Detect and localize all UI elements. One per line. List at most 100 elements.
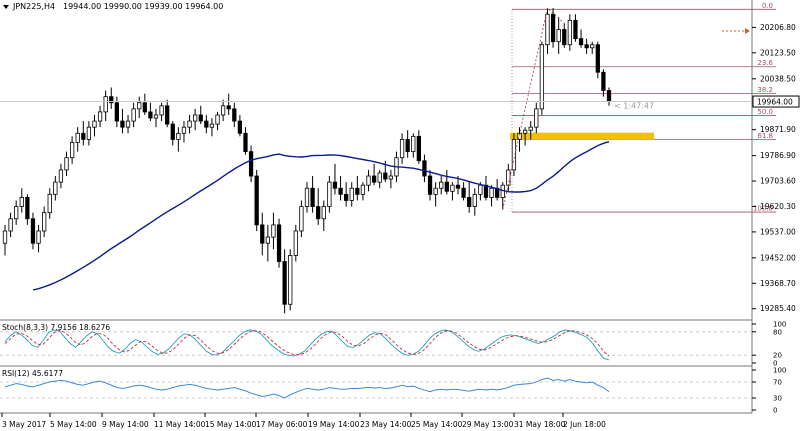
candle-body bbox=[411, 135, 416, 153]
candle-body bbox=[461, 187, 466, 198]
candle-body bbox=[321, 206, 326, 220]
candle-body bbox=[383, 172, 388, 180]
candle bbox=[81, 121, 86, 146]
candle bbox=[461, 182, 466, 201]
candle-body bbox=[517, 132, 522, 140]
current-price-tag: 19964.00 bbox=[752, 95, 800, 108]
candle-body bbox=[439, 181, 444, 189]
price-tag-box bbox=[752, 95, 800, 108]
time-tick-label: 11 May 14:00 bbox=[154, 420, 206, 429]
time-tick-label: 25 May 14:00 bbox=[411, 420, 463, 429]
candle-body bbox=[8, 218, 13, 232]
candle bbox=[53, 176, 58, 201]
candle-body bbox=[282, 261, 287, 305]
candle-body bbox=[14, 206, 19, 220]
candle bbox=[220, 99, 226, 122]
candle-body bbox=[248, 151, 254, 177]
candle-body bbox=[187, 120, 192, 128]
candle-body bbox=[556, 29, 561, 43]
candle bbox=[416, 130, 421, 164]
price-tick-label: 19285.40 bbox=[760, 304, 796, 313]
candle bbox=[209, 118, 215, 137]
candle bbox=[19, 188, 24, 213]
candle bbox=[584, 38, 589, 54]
candle-body bbox=[416, 135, 421, 162]
candle-body bbox=[131, 108, 136, 122]
candle-body bbox=[86, 126, 92, 140]
projection-arrow bbox=[722, 28, 750, 34]
price-axis[interactable]: 20206.80 20123.50 20038.50 19871.90 19786.90… bbox=[752, 23, 796, 313]
candle-body bbox=[176, 132, 181, 140]
arrow-right-icon bbox=[745, 28, 750, 34]
candle-body bbox=[550, 13, 556, 43]
candle bbox=[120, 108, 125, 134]
price-tag-value: 19964.00 bbox=[757, 97, 793, 106]
candle-body bbox=[58, 169, 64, 183]
candle-body bbox=[103, 96, 108, 113]
candle bbox=[439, 176, 444, 195]
stoch-label: Stoch(8,3,3) 7.9156 18.6276 bbox=[2, 323, 110, 332]
candle-body bbox=[344, 193, 349, 201]
candle-body bbox=[226, 105, 231, 110]
candle-body bbox=[2, 230, 8, 244]
candle bbox=[215, 111, 220, 131]
candle bbox=[198, 105, 203, 125]
fib-level-label: 61.8 bbox=[757, 132, 773, 140]
candle bbox=[293, 224, 298, 262]
candle-body bbox=[288, 255, 293, 305]
candle bbox=[232, 102, 237, 128]
candle bbox=[36, 224, 41, 253]
candle bbox=[388, 169, 394, 189]
candle bbox=[578, 29, 584, 48]
candle-body bbox=[483, 184, 489, 198]
time-tick-label: 15 May 14:00 bbox=[205, 420, 257, 429]
time-axis[interactable]: 3 May 2017 5 May 14:00 9 May 14:00 11 May 1… bbox=[1, 413, 606, 429]
candle-body bbox=[204, 120, 209, 128]
candle bbox=[444, 169, 449, 195]
candle bbox=[271, 212, 276, 250]
candle-body bbox=[377, 172, 382, 183]
candle bbox=[187, 114, 192, 134]
candle-body bbox=[360, 184, 366, 195]
candle bbox=[332, 163, 338, 195]
candle-body bbox=[427, 175, 433, 195]
time-tick-label: 19 May 14:00 bbox=[308, 420, 360, 429]
candle-body bbox=[310, 187, 315, 207]
candle-body bbox=[573, 19, 578, 40]
candle-body bbox=[545, 13, 550, 46]
candle bbox=[159, 102, 164, 122]
candle-body bbox=[92, 120, 97, 128]
candle bbox=[2, 224, 8, 256]
candle bbox=[534, 102, 539, 134]
candle-body bbox=[220, 105, 226, 116]
price-tick-label: 19871.90 bbox=[760, 125, 796, 134]
candles-layer bbox=[2, 8, 612, 314]
candle-body bbox=[355, 187, 360, 195]
price-tick-label: 19368.70 bbox=[760, 279, 796, 288]
candle bbox=[226, 93, 231, 115]
candle bbox=[467, 182, 472, 213]
candle bbox=[349, 182, 354, 207]
candle bbox=[248, 145, 254, 183]
ohlc-label: 19944.00 19990.00 19939.00 19964.00 bbox=[63, 2, 223, 11]
time-tick-label: 5 May 14:00 bbox=[50, 420, 97, 429]
candle-body bbox=[534, 108, 539, 128]
candle bbox=[69, 136, 75, 164]
candle-body bbox=[584, 44, 589, 49]
collapse-triangle-icon[interactable] bbox=[3, 5, 9, 9]
candle bbox=[137, 96, 142, 119]
candle bbox=[472, 188, 477, 216]
price-tick-label: 20038.50 bbox=[760, 74, 796, 83]
fibonacci-retracement[interactable]: 0.0 23.6 38.2 50.0 61.8 100.0 bbox=[511, 2, 776, 213]
candle-body bbox=[215, 114, 220, 125]
candle-body bbox=[30, 218, 36, 244]
candle bbox=[433, 182, 438, 207]
candle-body bbox=[243, 132, 248, 153]
candle-body bbox=[198, 114, 203, 122]
price-tick-label: 19786.90 bbox=[760, 151, 796, 160]
support-zone bbox=[510, 132, 654, 140]
candle bbox=[377, 169, 382, 189]
